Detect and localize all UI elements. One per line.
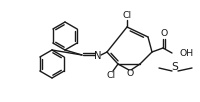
Text: O: O xyxy=(126,69,134,79)
Text: S: S xyxy=(172,62,178,72)
Text: OH: OH xyxy=(179,49,193,59)
Text: O: O xyxy=(160,29,168,38)
Text: Cl: Cl xyxy=(106,72,116,80)
Text: N: N xyxy=(94,51,102,61)
Text: Cl: Cl xyxy=(122,12,132,21)
